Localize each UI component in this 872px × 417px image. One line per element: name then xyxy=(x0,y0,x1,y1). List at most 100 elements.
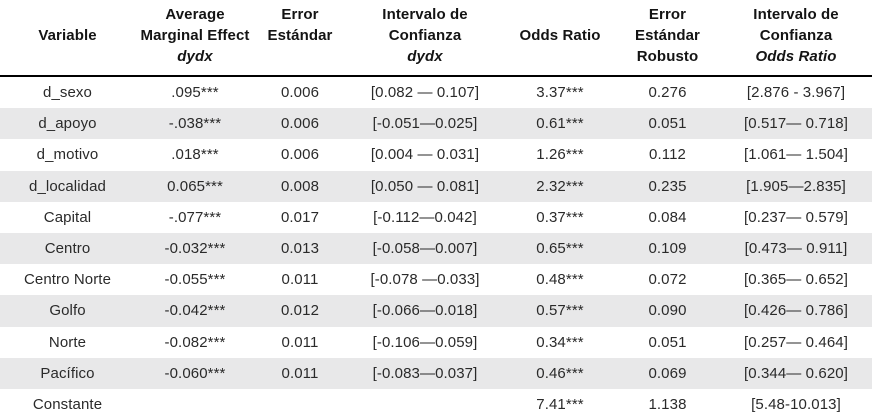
cell-odds-ratio: 0.61*** xyxy=(536,115,584,133)
cell-odds-ratio: 3.37*** xyxy=(536,84,584,102)
table-header-row: Variable Average Marginal Effect dydx Error E… xyxy=(0,0,872,77)
cell-ame-dydx: -0.060*** xyxy=(164,364,226,382)
column-header-variable: Variable xyxy=(0,4,135,46)
cell-ic-dydx: [0.004 — 0.031] xyxy=(370,146,480,164)
column-header-ic-dydx: Intervalo de Confianza dydx xyxy=(345,4,505,67)
column-header-line: Confianza xyxy=(388,27,462,44)
cell-error-estandar: 0.011 xyxy=(281,333,319,351)
table-row: Pacífico -0.060*** 0.011 [-0.083—0.037] 0.46… xyxy=(0,357,872,389)
cell-error-robusto: 0.069 xyxy=(648,364,687,382)
cell-error-estandar: 0.017 xyxy=(280,208,320,226)
column-header-line: Variable xyxy=(38,27,97,44)
cell-ic-odds-ratio: [0.473— 0.911] xyxy=(744,240,848,258)
cell-error-robusto: 0.051 xyxy=(648,115,687,133)
cell-error-robusto: 0.090 xyxy=(648,302,687,320)
column-header-line: Marginal Effect xyxy=(140,27,250,44)
cell-error-estandar: 0.006 xyxy=(280,115,320,133)
cell-odds-ratio: 2.32*** xyxy=(536,177,584,195)
cell-error-estandar: 0.012 xyxy=(280,302,320,320)
column-header-error-robusto: Error Estándar Robusto xyxy=(615,4,720,67)
cell-variable: Constante xyxy=(32,395,103,413)
column-header-line: Robusto xyxy=(636,48,699,65)
cell-ic-dydx: [0.082 — 0.107] xyxy=(370,84,480,102)
column-header-line: Odds Ratio xyxy=(519,27,601,44)
cell-ic-odds-ratio: [0.426— 0.786] xyxy=(744,302,848,320)
column-header-line: Estándar xyxy=(635,27,700,44)
cell-ic-odds-ratio: [5.48-10.013] xyxy=(751,395,841,413)
cell-variable: Capital xyxy=(43,208,92,226)
table-row: d_localidad 0.065*** 0.008 [0.050 — 0.081] 2… xyxy=(0,170,872,202)
cell-variable: Pacífico xyxy=(40,364,95,382)
table-row: Capital -.077*** 0.017 [-0.112—0.042] 0.37**… xyxy=(0,202,872,233)
cell-error-estandar: 0.011 xyxy=(281,271,319,289)
column-header-odds-ratio: Odds Ratio xyxy=(505,4,615,46)
column-header-line: dydx xyxy=(177,48,213,65)
cell-ame-dydx: .018*** xyxy=(171,146,219,164)
cell-ic-dydx: [-0.066—0.018] xyxy=(372,302,478,320)
cell-ic-dydx: [0.050 — 0.081] xyxy=(370,177,480,195)
cell-ame-dydx: -0.032*** xyxy=(164,240,226,258)
table-row: Constante 7.41*** 1.138 [5.48-10.013] xyxy=(0,389,872,417)
cell-ic-dydx: [-0.112—0.042] xyxy=(373,208,477,226)
cell-error-robusto: 0.112 xyxy=(649,146,686,164)
column-header-ic-odds-ratio: Intervalo de Confianza Odds Ratio xyxy=(720,4,872,67)
column-header-error-estandar: Error Estándar xyxy=(255,4,345,46)
cell-odds-ratio: 0.46*** xyxy=(536,364,584,382)
cell-error-estandar: 0.006 xyxy=(280,84,320,102)
column-header-line: dydx xyxy=(407,48,443,65)
cell-odds-ratio: 0.57*** xyxy=(536,302,584,320)
table-row: Centro Norte -0.055*** 0.011 [-0.078 —0.033… xyxy=(0,264,872,295)
cell-odds-ratio: 0.65*** xyxy=(536,240,584,258)
cell-ame-dydx: -.077*** xyxy=(168,208,222,226)
cell-error-estandar: 0.006 xyxy=(280,146,320,164)
cell-odds-ratio: 7.41*** xyxy=(536,395,584,413)
cell-error-robusto: 0.072 xyxy=(648,271,687,289)
cell-error-robusto: 0.235 xyxy=(648,177,687,195)
table-row: d_apoyo -.038*** 0.006 [-0.051—0.025] 0.61**… xyxy=(0,108,872,140)
column-header-line: Odds Ratio xyxy=(755,48,837,65)
column-header-line: Estándar xyxy=(267,27,333,44)
cell-ic-odds-ratio: [0.344— 0.620] xyxy=(744,364,848,382)
table-row: Golfo -0.042*** 0.012 [-0.066—0.018] 0.57***… xyxy=(0,295,872,327)
cell-ame-dydx: -0.082*** xyxy=(164,333,226,351)
cell-variable: d_apoyo xyxy=(38,115,97,133)
column-header-line: Error xyxy=(648,6,687,23)
cell-ic-odds-ratio: [1.905—2.835] xyxy=(746,177,846,195)
column-header-line: Average xyxy=(165,6,225,23)
cell-ic-dydx: [-0.058—0.007] xyxy=(372,240,478,258)
cell-error-robusto: 0.276 xyxy=(648,84,687,102)
cell-variable: d_motivo xyxy=(36,146,99,164)
cell-variable: Centro Norte xyxy=(23,271,112,289)
table-row: d_sexo .095*** 0.006 [0.082 — 0.107] 3.37***… xyxy=(0,77,872,108)
table-body: d_sexo .095*** 0.006 [0.082 — 0.107] 3.37***… xyxy=(0,77,872,417)
column-header-line: Error xyxy=(281,6,319,23)
column-header-ame-dydx: Average Marginal Effect dydx xyxy=(135,4,255,67)
cell-variable: Centro xyxy=(44,240,91,258)
cell-odds-ratio: 1.26*** xyxy=(536,146,584,164)
table-row: Norte -0.082*** 0.011 [-0.106—0.059] 0.34***… xyxy=(0,327,872,358)
cell-ic-odds-ratio: [0.237— 0.579] xyxy=(744,208,848,226)
cell-variable: d_localidad xyxy=(29,177,106,195)
cell-error-robusto: 1.138 xyxy=(648,395,687,413)
table-row: d_motivo .018*** 0.006 [0.004 — 0.031] 1.26*… xyxy=(0,139,872,170)
cell-ic-odds-ratio: [0.365— 0.652] xyxy=(744,271,848,289)
cell-error-estandar: 0.011 xyxy=(281,364,319,382)
cell-ic-dydx: [-0.051—0.025] xyxy=(372,115,478,133)
cell-ame-dydx: 0.065*** xyxy=(167,177,223,195)
cell-ic-odds-ratio: [0.257— 0.464] xyxy=(744,333,848,351)
cell-ic-odds-ratio: [2.876 - 3.967] xyxy=(746,84,846,102)
cell-ic-dydx: [-0.078 —0.033] xyxy=(370,271,480,289)
cell-ic-odds-ratio: [1.061— 1.504] xyxy=(744,146,848,164)
cell-error-robusto: 0.084 xyxy=(648,208,687,226)
cell-odds-ratio: 0.48*** xyxy=(536,271,584,289)
cell-odds-ratio: 0.34*** xyxy=(536,333,584,351)
cell-error-estandar: 0.013 xyxy=(280,240,320,258)
cell-variable: Norte xyxy=(48,333,87,351)
cell-ic-dydx: [-0.106—0.059] xyxy=(372,333,478,351)
cell-odds-ratio: 0.37*** xyxy=(536,208,584,226)
cell-ame-dydx: -0.042*** xyxy=(164,302,226,320)
cell-ic-dydx: [-0.083—0.037] xyxy=(372,364,478,382)
cell-variable: Golfo xyxy=(49,302,86,320)
cell-ame-dydx: -.038*** xyxy=(168,115,222,133)
